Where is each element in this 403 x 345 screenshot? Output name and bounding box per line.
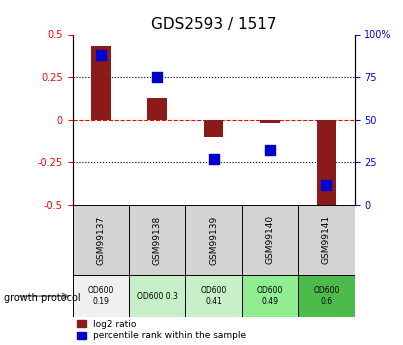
Bar — [185, 275, 242, 317]
Text: GSM99137: GSM99137 — [96, 215, 105, 265]
Bar — [73, 275, 129, 317]
Point — [323, 182, 330, 187]
Point — [154, 75, 160, 80]
Text: OD600
0.6: OD600 0.6 — [313, 286, 340, 306]
Bar — [129, 205, 185, 275]
Text: OD600
0.19: OD600 0.19 — [87, 286, 114, 306]
Text: GSM99138: GSM99138 — [153, 215, 162, 265]
Point — [210, 156, 217, 162]
Text: GSM99139: GSM99139 — [209, 215, 218, 265]
Bar — [242, 275, 298, 317]
Bar — [185, 205, 242, 275]
Bar — [129, 275, 185, 317]
Bar — [73, 205, 129, 275]
Bar — [91, 47, 110, 120]
Legend: log2 ratio, percentile rank within the sample: log2 ratio, percentile rank within the s… — [77, 320, 246, 341]
Bar — [242, 205, 298, 275]
Bar — [260, 120, 280, 123]
Text: growth protocol: growth protocol — [4, 294, 81, 303]
Bar — [298, 275, 355, 317]
Bar — [204, 120, 223, 137]
Text: GSM99141: GSM99141 — [322, 215, 331, 265]
Bar — [317, 120, 336, 210]
Title: GDS2593 / 1517: GDS2593 / 1517 — [151, 17, 276, 32]
Bar — [147, 98, 167, 120]
Bar — [298, 205, 355, 275]
Text: OD600 0.3: OD600 0.3 — [137, 292, 178, 300]
Text: OD600
0.49: OD600 0.49 — [257, 286, 283, 306]
Text: OD600
0.41: OD600 0.41 — [200, 286, 227, 306]
Point — [267, 148, 273, 153]
Point — [98, 52, 104, 58]
Text: GSM99140: GSM99140 — [266, 215, 274, 265]
